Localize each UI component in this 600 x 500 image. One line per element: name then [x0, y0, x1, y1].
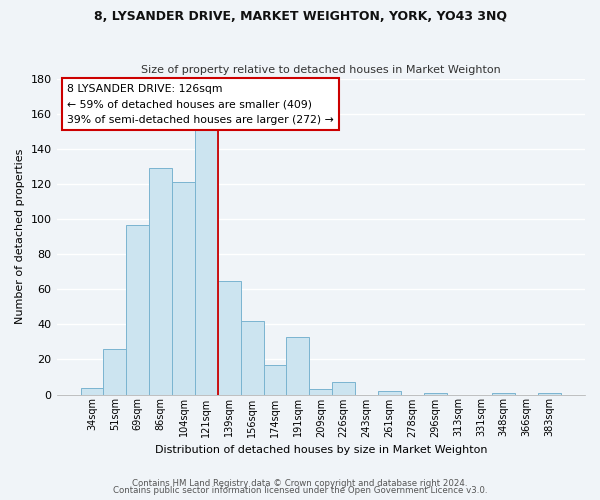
Bar — [378, 391, 401, 394]
Bar — [310, 390, 332, 394]
Bar — [286, 336, 310, 394]
Text: 8, LYSANDER DRIVE, MARKET WEIGHTON, YORK, YO43 3NQ: 8, LYSANDER DRIVE, MARKET WEIGHTON, YORK… — [94, 10, 506, 23]
Bar — [241, 321, 263, 394]
X-axis label: Distribution of detached houses by size in Market Weighton: Distribution of detached houses by size … — [155, 445, 487, 455]
Text: Contains HM Land Registry data © Crown copyright and database right 2024.: Contains HM Land Registry data © Crown c… — [132, 478, 468, 488]
Title: Size of property relative to detached houses in Market Weighton: Size of property relative to detached ho… — [141, 66, 500, 76]
Bar — [424, 393, 446, 394]
Bar — [127, 224, 149, 394]
Bar — [172, 182, 195, 394]
Text: 8 LYSANDER DRIVE: 126sqm
← 59% of detached houses are smaller (409)
39% of semi-: 8 LYSANDER DRIVE: 126sqm ← 59% of detach… — [67, 84, 334, 125]
Bar — [80, 388, 103, 394]
Bar — [538, 393, 561, 394]
Bar — [263, 364, 286, 394]
Text: Contains public sector information licensed under the Open Government Licence v3: Contains public sector information licen… — [113, 486, 487, 495]
Bar — [195, 130, 218, 394]
Bar — [332, 382, 355, 394]
Bar — [493, 393, 515, 394]
Bar — [218, 280, 241, 394]
Bar — [149, 168, 172, 394]
Bar — [103, 349, 127, 395]
Y-axis label: Number of detached properties: Number of detached properties — [15, 149, 25, 324]
